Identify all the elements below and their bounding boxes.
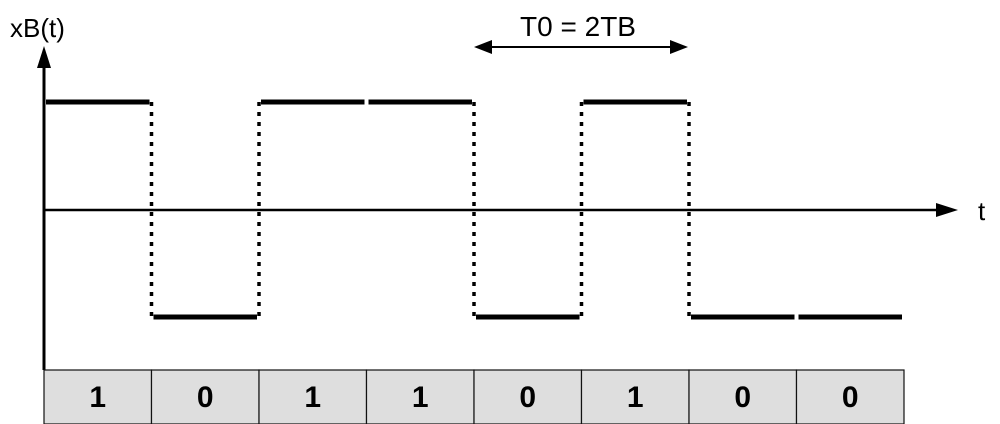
x-axis-label: t [978, 196, 986, 226]
period-arrow-right-icon [670, 40, 688, 54]
bit-value: 1 [89, 381, 106, 414]
bit-value: 1 [304, 381, 321, 414]
bit-value: 0 [197, 381, 214, 414]
bit-value: 0 [734, 381, 751, 414]
bit-cell [688, 369, 798, 424]
bit-value: 1 [627, 381, 644, 414]
x-axis-arrow-icon [936, 203, 958, 217]
bit-cell [365, 369, 475, 424]
y-axis-label: xB(t) [10, 13, 65, 43]
bit-cell [150, 369, 260, 424]
y-axis-arrow-icon [37, 46, 51, 68]
period-label: T0 = 2TB [520, 11, 636, 42]
bit-value: 1 [412, 381, 429, 414]
bit-value: 0 [842, 381, 859, 414]
period-arrow-left-icon [474, 40, 492, 54]
bit-cell [43, 369, 153, 424]
bit-sequence: 1 0 1 1 0 1 0 0 [43, 369, 905, 424]
bit-cell [258, 369, 368, 424]
waveform [46, 99, 902, 320]
bit-cell [795, 369, 905, 424]
bit-value: 0 [519, 381, 536, 414]
bit-cell [580, 369, 690, 424]
